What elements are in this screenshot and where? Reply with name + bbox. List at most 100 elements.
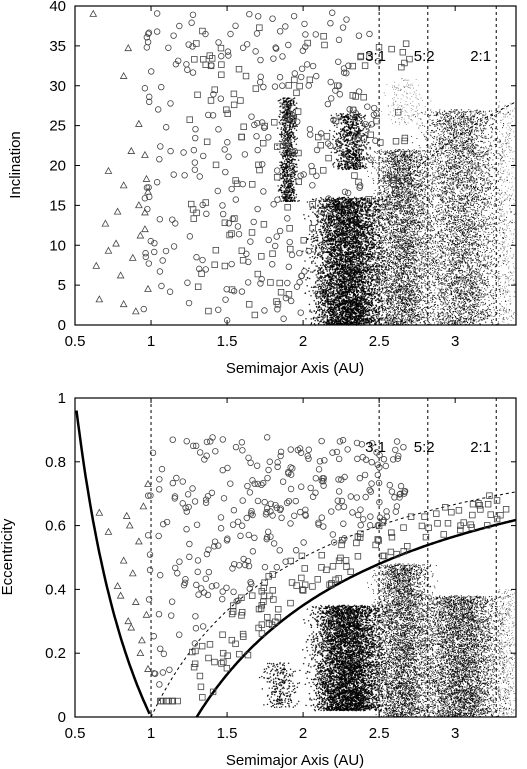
top-asteroid-point	[358, 160, 360, 162]
top-asteroid-point	[342, 263, 344, 265]
top-asteroid-point	[366, 313, 368, 315]
top-asteroid-point	[322, 279, 324, 281]
top-asteroid-point	[345, 144, 347, 146]
top-asteroid-point	[325, 264, 327, 266]
top-asteroid-point	[293, 123, 295, 125]
top-asteroid-point	[310, 220, 312, 222]
top-asteroid-point	[331, 298, 333, 300]
top-asteroid-point	[291, 198, 293, 200]
top-asteroid-point	[410, 88, 411, 89]
top-asteroid-point	[407, 86, 408, 87]
top-asteroid-point	[404, 121, 405, 122]
top-asteroid-point	[366, 144, 368, 146]
top-asteroid-point	[285, 152, 287, 154]
top-asteroid-point	[343, 137, 345, 139]
top-asteroid-point	[392, 87, 393, 88]
top-asteroid-point	[366, 157, 368, 159]
top-asteroid-point	[349, 151, 351, 153]
top-asteroid-point	[412, 121, 413, 122]
top-asteroid-point	[287, 131, 289, 133]
top-asteroid-point	[295, 125, 297, 127]
top-asteroid-point	[288, 168, 290, 170]
top-asteroid-point	[338, 138, 340, 140]
top-asteroid-point	[293, 102, 295, 104]
top-asteroid-point	[287, 138, 289, 140]
top-asteroid-point	[356, 220, 358, 222]
top-asteroid-point	[406, 124, 407, 125]
top-asteroid-point	[319, 309, 321, 311]
top-asteroid-point	[350, 115, 352, 117]
top-asteroid-point	[354, 161, 356, 163]
top-asteroid-point	[356, 208, 358, 210]
top-asteroid-point	[392, 115, 393, 116]
top-asteroid-point	[281, 200, 283, 202]
top-asteroid-point	[285, 183, 287, 185]
top-asteroid-point	[355, 146, 357, 148]
top-asteroid-point	[320, 271, 322, 273]
top-asteroid-point	[355, 156, 357, 158]
top-asteroid-point	[280, 153, 282, 155]
top-asteroid-point	[373, 257, 375, 259]
top-asteroid-point	[284, 104, 286, 106]
top-asteroid-point	[294, 104, 296, 106]
top-asteroid-point	[290, 132, 292, 134]
top-asteroid-point	[361, 265, 363, 267]
top-asteroid-point	[289, 186, 291, 188]
top-asteroid-point	[282, 140, 284, 142]
top-asteroid-point	[399, 105, 400, 106]
top-asteroid-point	[279, 110, 281, 112]
top-asteroid-point	[281, 173, 283, 175]
top-asteroid-point	[333, 277, 335, 279]
top-asteroid-point	[352, 142, 354, 144]
top-asteroid-point	[310, 318, 312, 320]
top-asteroid-point	[413, 114, 414, 115]
top-asteroid-point	[347, 198, 349, 200]
top-asteroid-point	[398, 118, 399, 119]
top-asteroid-point	[296, 107, 298, 109]
top-asteroid-point	[350, 128, 352, 130]
top-asteroid-point	[349, 134, 351, 136]
top-asteroid-point	[315, 281, 317, 283]
top-asteroid-point	[356, 277, 358, 279]
top-asteroid-point	[349, 159, 351, 161]
top-asteroid-point	[359, 148, 361, 150]
top-asteroid-point	[367, 275, 369, 277]
top-asteroid-point	[340, 113, 342, 115]
top-asteroid-point	[362, 149, 364, 151]
top-asteroid-point	[285, 155, 287, 157]
top-asteroid-point	[332, 267, 334, 269]
top-asteroid-point	[331, 115, 333, 117]
top-asteroid-point	[353, 168, 355, 170]
top-asteroid-point	[363, 265, 365, 267]
top-asteroid-point	[333, 282, 335, 284]
top-asteroid-point	[311, 223, 313, 225]
top-asteroid-point	[393, 102, 394, 103]
top-asteroid-point	[316, 276, 318, 278]
top-asteroid-point	[417, 110, 418, 111]
top-asteroid-point	[374, 232, 376, 234]
top-asteroid-point	[281, 192, 283, 194]
top-asteroid-point	[381, 285, 383, 287]
top-asteroid-point	[405, 104, 406, 105]
top-asteroid-point	[355, 134, 357, 136]
top-asteroid-point	[404, 80, 405, 81]
top-asteroid-point	[395, 89, 396, 90]
top-asteroid-point	[401, 99, 402, 100]
top-asteroid-point	[334, 152, 336, 154]
top-asteroid-point	[286, 190, 288, 192]
top-asteroid-point	[292, 164, 294, 166]
top-asteroid-point	[408, 84, 409, 85]
top-asteroid-point	[404, 107, 405, 108]
top-asteroid-point	[394, 97, 395, 98]
top-asteroid-point	[291, 163, 293, 165]
top-asteroid-point	[358, 128, 360, 130]
top-asteroid-point	[373, 243, 375, 245]
top-asteroid-point	[359, 166, 361, 168]
top-asteroid-point	[326, 282, 328, 284]
top-asteroid-point	[349, 144, 351, 146]
top-asteroid-point	[343, 121, 345, 123]
top-asteroid-point	[312, 251, 314, 253]
top-asteroid-point	[294, 174, 296, 176]
top-asteroid-point	[409, 118, 410, 119]
top-asteroid-point	[376, 284, 378, 286]
